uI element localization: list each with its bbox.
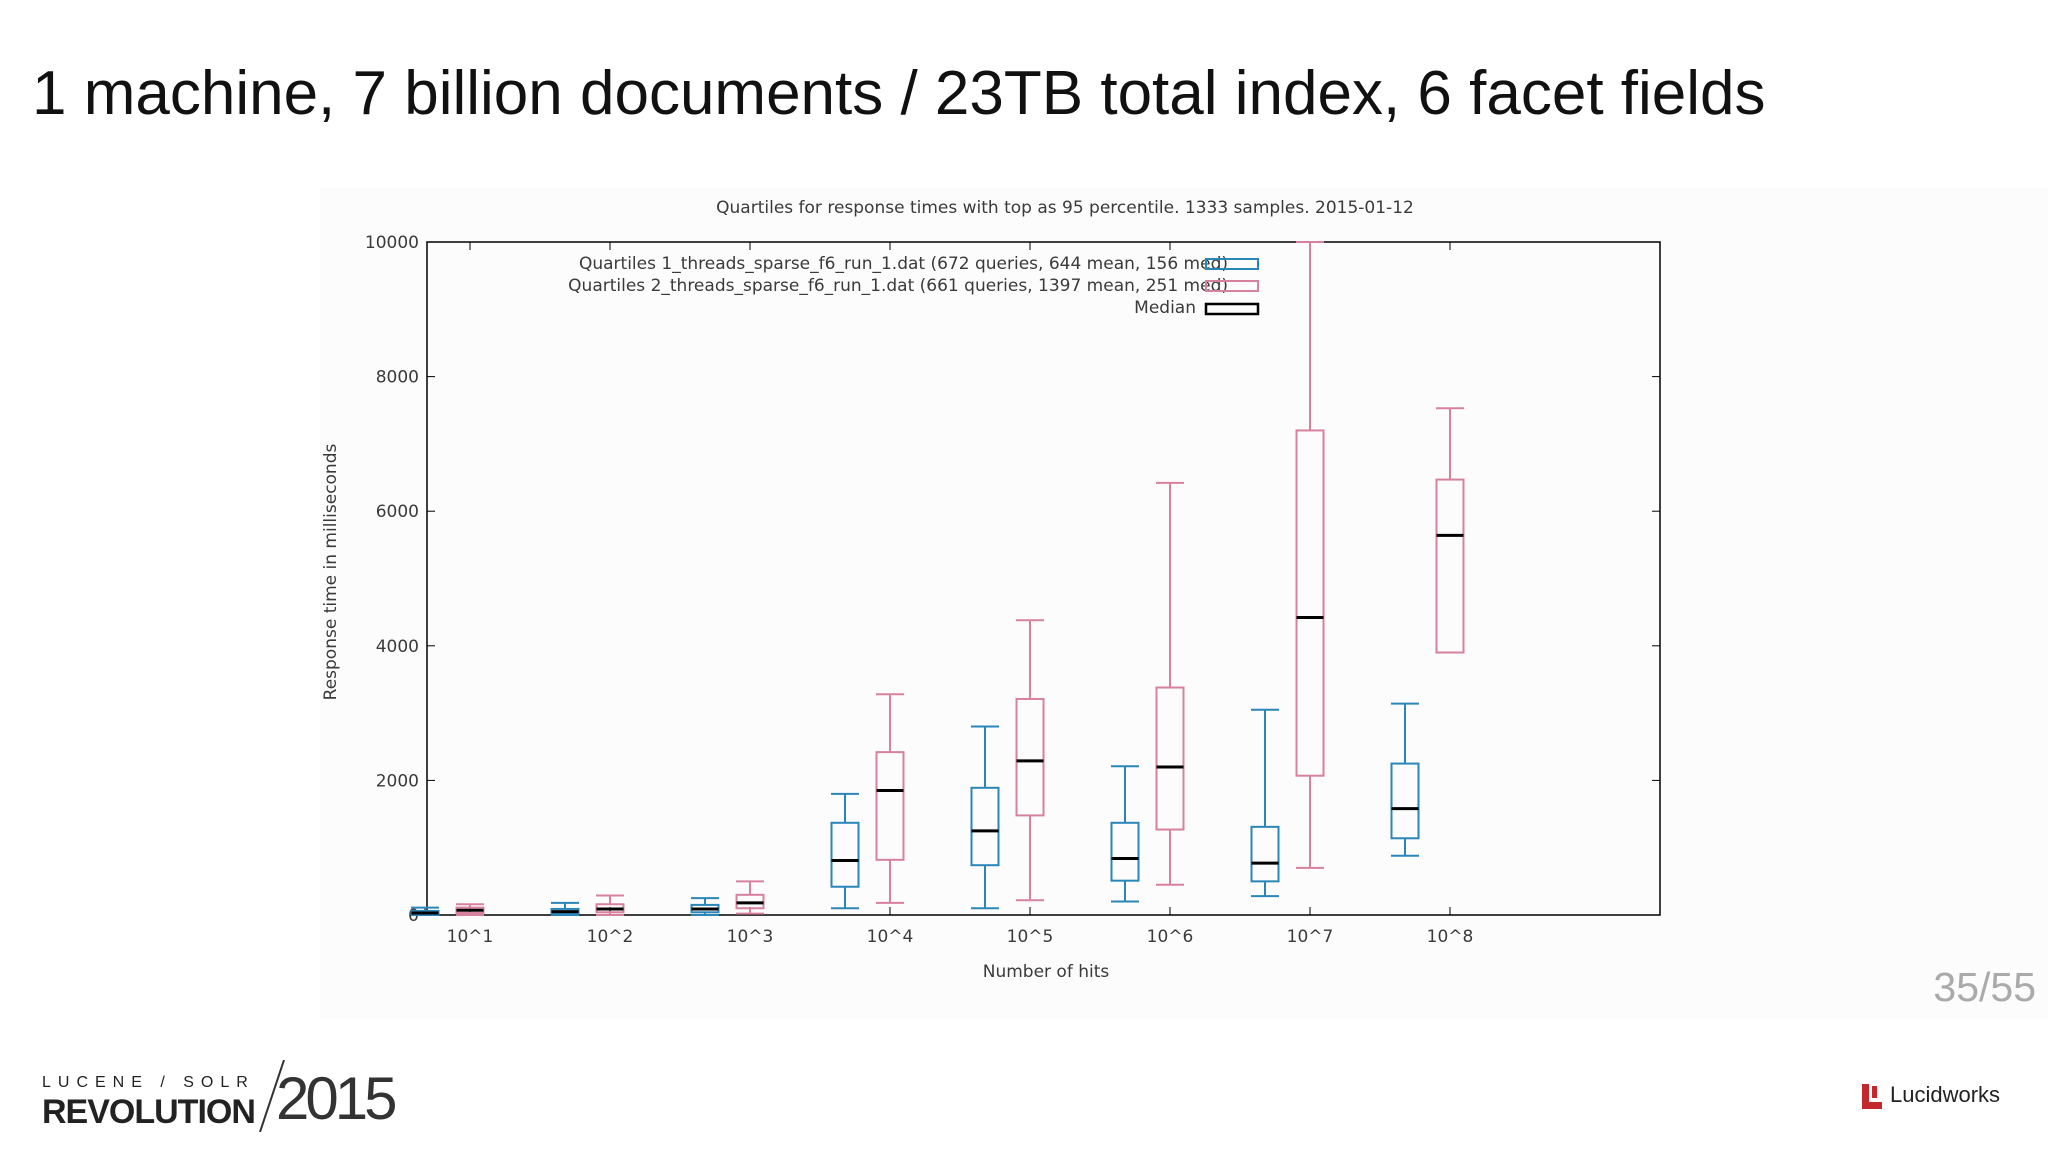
box-series-2-10^6 bbox=[1155, 481, 1185, 886]
box-series-1-10^4 bbox=[830, 792, 860, 910]
box-series-1-10^1 bbox=[410, 906, 440, 916]
box-series-1-10^6 bbox=[1110, 765, 1140, 903]
lucidworks-logo: Lucidworks bbox=[1860, 1080, 2040, 1114]
box-series-2-10^4 bbox=[875, 693, 905, 904]
box-series-2-10^1 bbox=[455, 903, 485, 916]
box-series-2-10^8 bbox=[1435, 407, 1465, 654]
legend-entry-median-label: Median bbox=[1134, 298, 1196, 318]
box-iqr bbox=[1155, 686, 1185, 831]
box-series bbox=[410, 241, 1465, 916]
box-series-1-10^5 bbox=[970, 725, 1000, 910]
y-tick-label: 8000 bbox=[376, 368, 419, 388]
box-series-1-10^8 bbox=[1390, 702, 1420, 857]
slash-divider-icon bbox=[259, 1060, 285, 1132]
box-series-2-10^5 bbox=[1015, 619, 1045, 902]
slide-title: 1 machine, 7 billion documents / 23TB to… bbox=[32, 59, 1766, 128]
x-tick-label: 10^3 bbox=[727, 927, 774, 947]
y-tick-label: 6000 bbox=[376, 502, 419, 522]
y-tick-label: 10000 bbox=[365, 233, 419, 253]
legend-swatch-median bbox=[1204, 302, 1260, 316]
x-tick-label: 10^1 bbox=[447, 927, 494, 947]
box-iqr bbox=[1015, 697, 1045, 817]
x-tick-label: 10^7 bbox=[1287, 927, 1334, 947]
legend-entry-series-1-label: Quartiles 1_threads_sparse_f6_run_1.dat … bbox=[579, 254, 1228, 274]
y-tick-label: 4000 bbox=[376, 637, 419, 657]
legend-swatch-series-1 bbox=[1205, 258, 1259, 270]
box-series-2-10^7 bbox=[1295, 241, 1325, 869]
box-series-1-10^7 bbox=[1250, 708, 1280, 898]
y-axis-ticks: 0200040006000800010000 bbox=[365, 233, 1660, 926]
box-iqr bbox=[1435, 478, 1465, 654]
legend-entry-series-2-label: Quartiles 2_threads_sparse_f6_run_1.dat … bbox=[568, 276, 1228, 296]
box-series-2-10^2 bbox=[595, 894, 625, 916]
x-tick-label: 10^5 bbox=[1007, 927, 1054, 947]
plot-frame bbox=[426, 241, 1661, 916]
page-number: 35/55 bbox=[1933, 964, 2036, 1010]
lucidworks-name: Lucidworks bbox=[1890, 1082, 2001, 1107]
conference-logo-year: 2015 bbox=[276, 1065, 398, 1132]
chart-area: Quartiles for response times with top as… bbox=[320, 188, 2048, 1018]
plot-frame-rect bbox=[426, 241, 1661, 916]
x-axis-label: Number of hits bbox=[983, 962, 1110, 982]
y-tick-label: 2000 bbox=[376, 771, 419, 791]
x-axis-ticks: 10^1 10^2 10^3 10^4 10^5 10^6 10^7 10^8 bbox=[447, 242, 1474, 947]
box-iqr bbox=[1250, 825, 1280, 883]
boxplot-chart: Quartiles for response times with top as… bbox=[321, 198, 1661, 982]
y-axis-label: Response time in milliseconds bbox=[321, 444, 341, 701]
box-iqr bbox=[1110, 821, 1140, 882]
x-tick-label: 10^4 bbox=[867, 927, 914, 947]
conference-logo-line2: REVOLUTION bbox=[42, 1093, 256, 1131]
box-iqr bbox=[875, 751, 905, 861]
chart-title: Quartiles for response times with top as… bbox=[716, 198, 1414, 218]
lucidworks-mark-icon bbox=[1862, 1084, 1882, 1109]
box-series-1-10^2 bbox=[550, 901, 580, 916]
box-iqr bbox=[1295, 429, 1325, 777]
box-series-1-10^3 bbox=[690, 897, 720, 916]
conference-logo: LUCENE / SOLR REVOLUTION 2015 bbox=[42, 1060, 402, 1135]
box-iqr bbox=[970, 786, 1000, 867]
conference-logo-line1: LUCENE / SOLR bbox=[42, 1074, 255, 1091]
legend-swatch-series-2 bbox=[1205, 280, 1259, 292]
box-series-2-10^3 bbox=[735, 880, 765, 915]
legend: Quartiles 1_threads_sparse_f6_run_1.dat … bbox=[568, 254, 1260, 318]
x-tick-label: 10^8 bbox=[1427, 927, 1474, 947]
box-iqr bbox=[830, 821, 860, 888]
x-tick-label: 10^6 bbox=[1147, 927, 1194, 947]
box-iqr bbox=[1390, 762, 1420, 840]
x-tick-label: 10^2 bbox=[587, 927, 634, 947]
